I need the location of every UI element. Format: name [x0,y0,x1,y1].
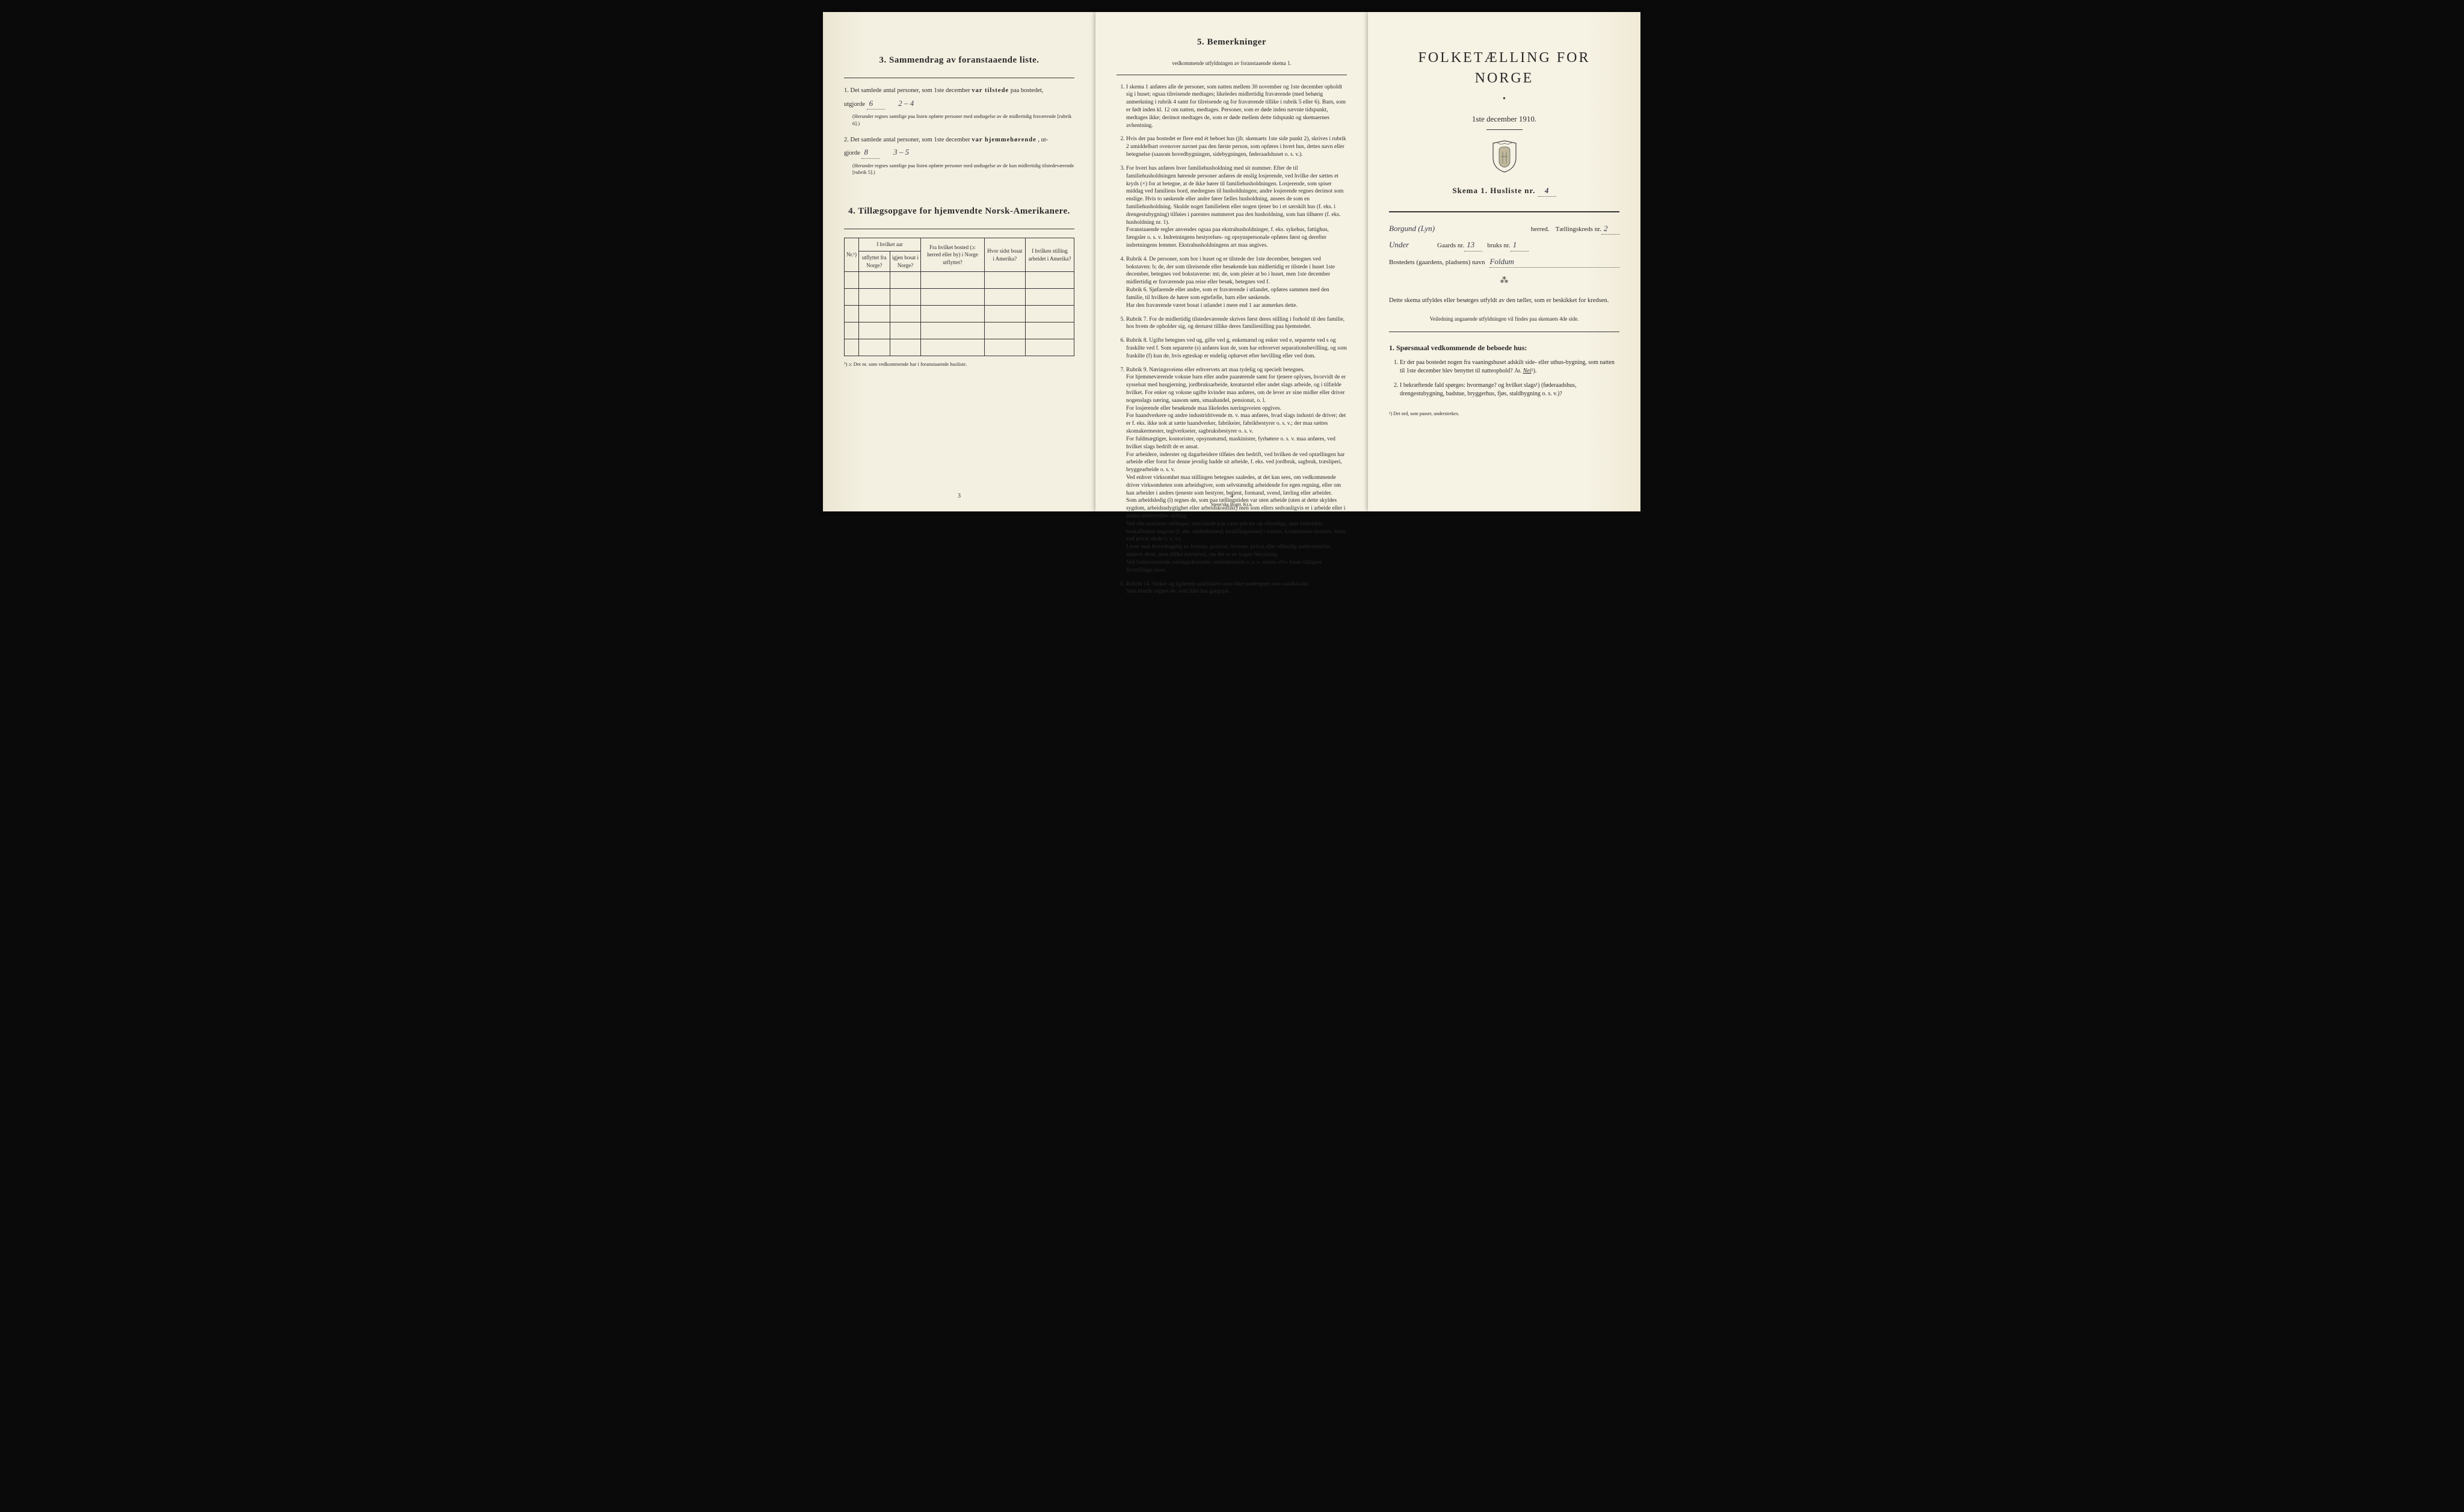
table-row [845,322,1074,339]
question-2: I bekræftende fald spørges: hvormange? o… [1400,381,1619,398]
col-stilling: I hvilken stilling arbeidet i Amerika? [1025,238,1074,272]
divider-short [1486,129,1523,130]
section-5-subtitle: vedkommende utfyldningen av foranstaaend… [1116,60,1347,67]
section-5-title: 5. Bemerkninger [1116,36,1347,49]
col-fra: Fra hvilket bosted (ɔ: herred eller by) … [921,238,984,272]
remark-1: I skema 1 anføres alle de personer, som … [1126,84,1347,130]
col-utflyttet: utflyttet fra Norge? [858,251,890,271]
table-row [845,272,1074,289]
remark-4: Rubrik 4. De personer, som bor i huset o… [1126,256,1347,310]
husliste-nr: 4 [1538,185,1556,197]
questions-section: 1. Spørsmaal vedkommende de beboede hus:… [1389,343,1619,399]
herred-line: Borgund (Lyn) herred. Tællingskreds nr. … [1389,223,1619,235]
item2-tail: , ut- [1038,137,1048,143]
gaards-value: Under [1389,239,1437,250]
item1-note: 2 – 4 [898,99,914,108]
remark-6: Rubrik 8. Ugifte betegnes ved ug, gifte … [1126,337,1347,360]
item2-note: 3 – 5 [893,147,909,156]
summary-item-2: 2. Det samlede antal personer, som 1ste … [844,136,1074,177]
item1-paren: (Herunder regnes samtlige paa listen opf… [844,113,1074,128]
q1-nei: Nei [1523,368,1532,374]
herred-value: Borgund (Lyn) [1389,223,1531,234]
herred-label: herred. [1531,225,1550,234]
bruks-label: bruks nr. [1487,241,1511,250]
col-igjen: igjen bosat i Norge? [890,251,921,271]
questions-title: 1. Spørsmaal vedkommende de beboede hus: [1389,343,1619,353]
remark-3: For hvert hus anføres hver familiehushol… [1126,165,1347,250]
col-nr: Nr.¹) [845,238,859,272]
bosted-label: Bostedets (gaardens, pladsens) navn [1389,258,1485,267]
gaards-nr: 13 [1464,239,1482,251]
page-4: 5. Bemerkninger vedkommende utfyldningen… [1095,12,1368,511]
coat-of-arms-icon [1491,140,1518,173]
skema-heading: Skema 1. Husliste nr. 4 [1389,185,1619,197]
page-number: 3 [958,492,961,501]
remark-7: Rubrik 9. Næringsveiens eller erhvervets… [1126,366,1347,575]
q1-ja: Ja. [1514,368,1521,374]
page-number: 4 [1230,492,1233,501]
dot-ornament: • [1389,93,1619,105]
q1-sup: ¹). [1532,368,1537,374]
ornament-icon: ⁂ [1389,275,1619,287]
gaards-label: Gaards nr. [1437,241,1464,250]
col-group: I hvilket aar [858,238,920,251]
table-row [845,306,1074,322]
remark-2: Hvis der paa bostedet er flere end ét be… [1126,135,1347,158]
item1-bold: var tilstede [972,87,1009,94]
section-4-title: 4. Tillægsopgave for hjemvendte Norsk-Am… [844,205,1074,218]
item1-tail: paa bostedet, [1011,87,1044,94]
bosted-line: Bostedets (gaardens, pladsens) navn Fold… [1389,256,1619,268]
item1-line2: utgjorde [844,101,865,108]
instruction-text: Dette skema utfyldes eller besørges utfy… [1389,296,1619,306]
census-date: 1ste december 1910. [1389,114,1619,125]
col-hvor: Hvor sidst bosat i Amerika? [984,238,1025,272]
remark-5: Rubrik 7. For de midlertidig tilstedevær… [1126,316,1347,332]
remark-8: Rubrik 14. Sinker og lignende aandssløve… [1126,581,1347,596]
item2-lead: 2. Det samlede antal personer, som 1ste … [844,137,970,143]
footnote: ¹) Det ord, som passer, understrekes. [1389,410,1619,417]
bosted-value: Foldum [1489,256,1619,268]
section-3-title: 3. Sammendrag av foranstaaende liste. [844,54,1074,67]
skema-label: Skema 1. Husliste nr. [1452,186,1535,195]
table-row [845,339,1074,356]
tillaeg-table: Nr.¹) I hvilket aar Fra hvilket bosted (… [844,238,1074,356]
item1-lead: 1. Det samlede antal personer, som 1ste … [844,87,970,94]
item1-value: 6 [867,98,885,110]
gaards-line: Under Gaards nr. 13 bruks nr. 1 [1389,239,1619,251]
q1-text: Er der paa bostedet nogen fra vaaningshu… [1400,359,1615,374]
double-rule [1389,211,1619,212]
item2-line2: gjorde [844,150,860,156]
item2-bold: var hjemmehørende [972,137,1036,143]
table-footnote: ¹) ɔ: Det nr. som vedkommende har i fora… [844,361,1074,368]
remarks-list: I skema 1 anføres alle de personer, som … [1116,84,1347,596]
item2-paren: (Herunder regnes samtlige paa listen opf… [844,162,1074,177]
table-row [845,289,1074,306]
printer-mark: Steen'ske Bogtr. Kr.a. [1211,501,1252,508]
kreds-value: 2 [1601,223,1619,235]
document-spread: 3. Sammendrag av foranstaaende liste. 1.… [823,12,1641,511]
bruks-nr: 1 [1511,239,1529,251]
page-3: 3. Sammendrag av foranstaaende liste. 1.… [823,12,1095,511]
kreds-label: Tællingskreds nr. [1556,225,1601,234]
item2-value: 8 [861,147,879,158]
veiledning-note: Veiledning angaaende utfyldningen vil fi… [1389,315,1619,323]
summary-item-1: 1. Det samlede antal personer, som 1ste … [844,87,1074,128]
question-1: Er der paa bostedet nogen fra vaaningshu… [1400,359,1619,375]
page-cover: FOLKETÆLLING FOR NORGE • 1ste december 1… [1368,12,1640,511]
census-title: FOLKETÆLLING FOR NORGE [1389,48,1619,88]
